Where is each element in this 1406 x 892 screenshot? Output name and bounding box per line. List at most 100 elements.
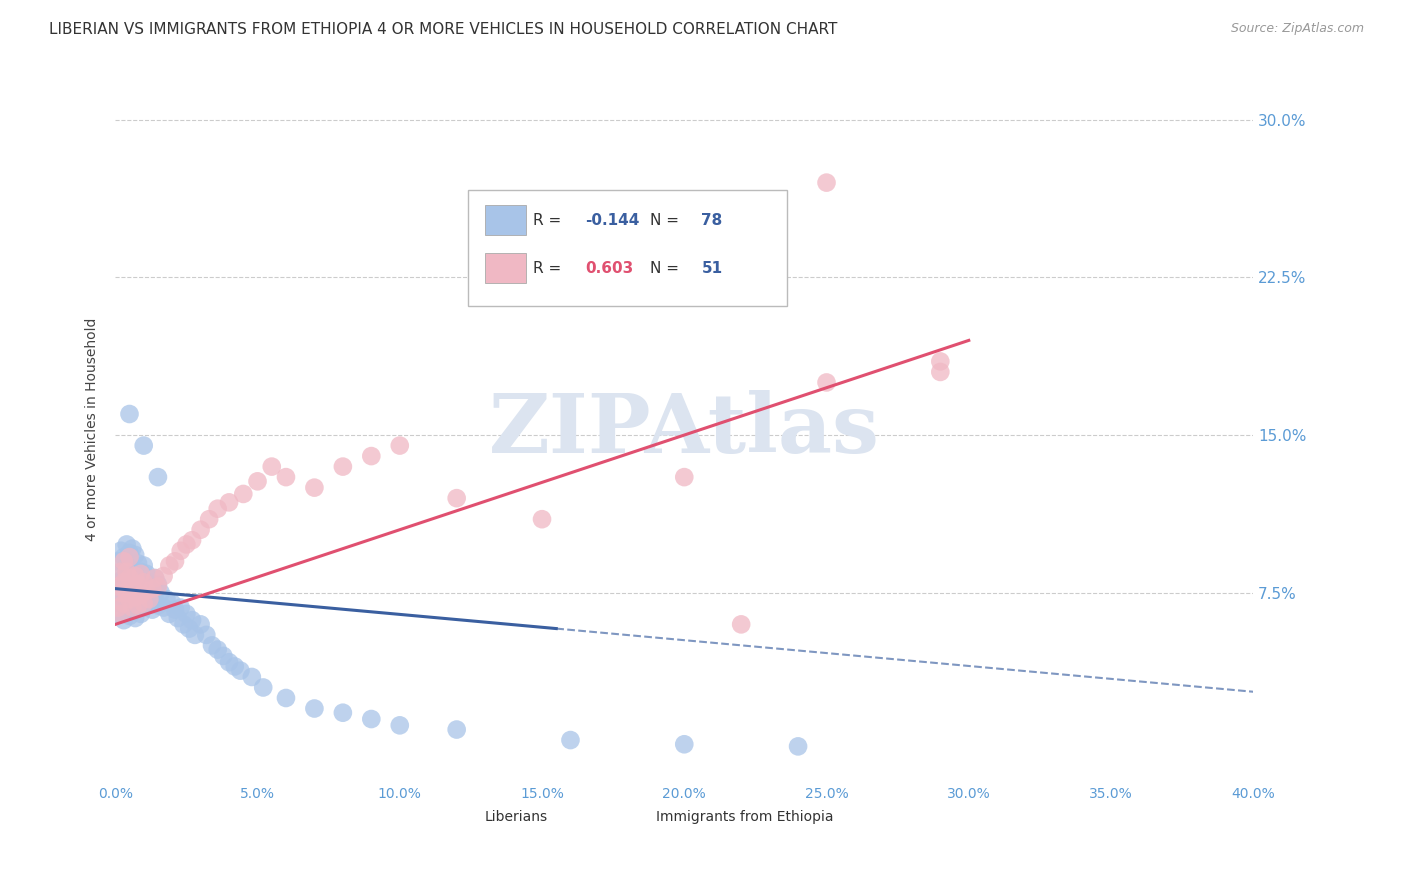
Point [224,659,246,673]
Point [127,599,149,613]
Point [132,575,155,590]
Point [118,546,141,560]
Point [115,558,138,573]
Point [110,586,132,600]
Point [115,537,138,551]
Point [107,575,129,590]
Point [146,599,169,613]
Point [152,569,174,583]
Point [127,577,149,591]
Point [212,648,235,663]
Point [121,541,143,556]
Point [110,543,132,558]
Point [170,543,193,558]
Point [121,600,143,615]
Point [929,354,952,368]
Point [787,739,810,754]
Point [121,580,143,594]
Point [152,600,174,615]
Point [129,565,152,579]
Point [143,592,166,607]
Point [121,563,143,577]
Point [929,365,952,379]
FancyBboxPatch shape [485,253,526,283]
Point [815,176,838,190]
Point [129,588,152,602]
Point [127,577,149,591]
Text: R =: R = [533,261,567,276]
Point [118,550,141,565]
Point [252,681,274,695]
Point [170,600,193,615]
Point [190,523,212,537]
Point [115,586,138,600]
Point [138,575,160,590]
Point [135,583,157,598]
Point [107,600,129,615]
Y-axis label: 4 or more Vehicles in Household: 4 or more Vehicles in Household [86,318,100,541]
Point [141,582,163,596]
FancyBboxPatch shape [614,805,647,830]
Point [207,642,229,657]
Point [360,712,382,726]
Point [124,590,146,604]
Point [127,599,149,613]
Point [304,481,326,495]
Point [240,670,263,684]
Text: 78: 78 [702,213,723,228]
Point [531,512,554,526]
Point [110,586,132,600]
Point [112,592,135,607]
Point [132,558,155,573]
Point [388,439,411,453]
Point [110,607,132,621]
Point [112,613,135,627]
Text: -0.144: -0.144 [585,213,640,228]
Point [673,737,696,751]
Point [112,571,135,585]
Point [124,590,146,604]
Point [184,628,207,642]
Point [124,611,146,625]
Point [173,617,195,632]
Point [110,607,132,621]
Point [118,571,141,585]
Point [176,607,198,621]
Point [218,495,240,509]
Text: ZIPAtlas: ZIPAtlas [489,390,880,470]
Point [260,459,283,474]
Point [138,592,160,607]
Point [118,588,141,602]
Point [190,617,212,632]
Point [143,571,166,585]
Point [118,407,141,421]
Point [201,639,224,653]
Point [107,580,129,594]
Text: N =: N = [650,213,683,228]
Text: LIBERIAN VS IMMIGRANTS FROM ETHIOPIA 4 OR MORE VEHICLES IN HOUSEHOLD CORRELATION: LIBERIAN VS IMMIGRANTS FROM ETHIOPIA 4 O… [49,22,838,37]
Point [304,701,326,715]
Point [132,439,155,453]
FancyBboxPatch shape [443,805,477,830]
Point [121,583,143,598]
Point [246,475,269,489]
Point [332,459,354,474]
Point [124,569,146,583]
Point [141,582,163,596]
Point [112,575,135,590]
Point [121,605,143,619]
Point [388,718,411,732]
Point [124,548,146,562]
Point [155,592,177,607]
Point [124,569,146,583]
Point [112,596,135,610]
FancyBboxPatch shape [468,190,787,307]
Point [138,596,160,610]
Point [146,580,169,594]
Text: Source: ZipAtlas.com: Source: ZipAtlas.com [1230,22,1364,36]
Point [181,613,204,627]
Point [730,617,752,632]
Point [135,566,157,581]
Point [112,550,135,565]
Text: 0.603: 0.603 [585,261,634,276]
